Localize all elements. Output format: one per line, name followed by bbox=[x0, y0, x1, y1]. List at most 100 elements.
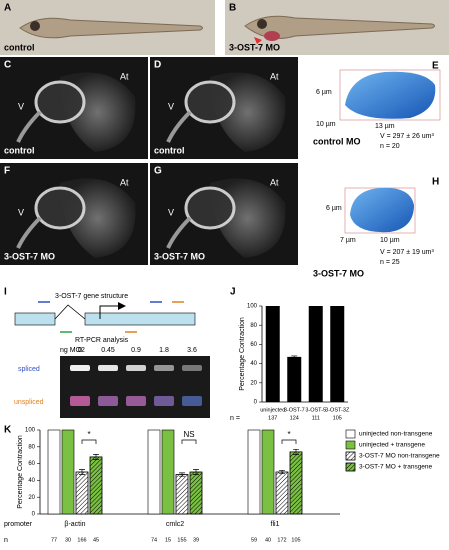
dose: 0.45 bbox=[101, 347, 115, 354]
error-bar bbox=[291, 355, 298, 359]
band bbox=[70, 396, 90, 406]
bar bbox=[61, 429, 75, 515]
dose: 0.9 bbox=[131, 347, 141, 354]
n: n = 25 bbox=[380, 259, 400, 266]
legend-label: uninjected + transgene bbox=[359, 442, 425, 449]
dose: 0 bbox=[78, 347, 82, 354]
band bbox=[154, 365, 174, 371]
band bbox=[154, 396, 174, 406]
outflow bbox=[16, 110, 42, 143]
band bbox=[126, 396, 146, 406]
panel-label: J bbox=[230, 287, 236, 298]
volume-render bbox=[350, 187, 414, 233]
y-tick-label: 80 bbox=[250, 323, 257, 329]
n-value: 137 bbox=[268, 415, 277, 421]
dose-label: ng MO2 bbox=[60, 347, 85, 354]
y-tick-label: 100 bbox=[25, 428, 36, 434]
annotation: * bbox=[287, 430, 290, 439]
n: n = 20 bbox=[380, 143, 400, 150]
annotation: * bbox=[87, 430, 90, 439]
n-label: n = bbox=[230, 415, 240, 422]
legend-swatch bbox=[345, 440, 356, 450]
n-value: 111 bbox=[312, 415, 320, 421]
x-tick-label: uninjected bbox=[260, 407, 285, 413]
y-tick-label: 0 bbox=[254, 400, 258, 406]
y-tick-label: 20 bbox=[28, 495, 35, 501]
panel-label: B bbox=[229, 3, 236, 14]
panel-b: B 3-OST-7 MO bbox=[225, 0, 449, 55]
n-value: 77 bbox=[51, 537, 57, 543]
eye bbox=[257, 19, 267, 29]
bar bbox=[308, 306, 323, 402]
intron bbox=[54, 304, 86, 320]
bar bbox=[147, 429, 161, 515]
n-value: 74 bbox=[151, 537, 157, 543]
x-tick-label: β-actin bbox=[64, 521, 85, 528]
x-tick-label: 3-OST-3Z bbox=[325, 407, 350, 413]
n-value: 166 bbox=[77, 537, 86, 543]
exon bbox=[14, 312, 56, 326]
band bbox=[70, 365, 90, 371]
panel-label: E bbox=[432, 61, 439, 72]
band bbox=[182, 396, 202, 406]
annotation: NS bbox=[183, 430, 194, 439]
bar bbox=[330, 306, 345, 402]
caption: control bbox=[4, 42, 35, 52]
volume: V = 207 ± 19 um³ bbox=[380, 249, 435, 256]
panel-subtitle: RT-PCR analysis bbox=[75, 337, 129, 344]
x-tick-label: fli1 bbox=[271, 521, 280, 528]
y-tick-label: 80 bbox=[28, 444, 35, 450]
y-tick-label: 100 bbox=[247, 304, 258, 310]
error-bar bbox=[179, 472, 185, 477]
n-value: 124 bbox=[290, 415, 299, 421]
caption: control MO bbox=[313, 136, 361, 146]
bar bbox=[261, 429, 275, 515]
n-value: 172 bbox=[277, 537, 286, 543]
significance-bracket bbox=[81, 439, 97, 444]
fish bbox=[19, 17, 203, 39]
error-bar bbox=[93, 454, 99, 460]
panel-label: F bbox=[4, 166, 10, 177]
band bbox=[182, 365, 202, 371]
significance-bracket bbox=[181, 439, 197, 444]
n-value: 45 bbox=[93, 537, 99, 543]
edema bbox=[264, 31, 280, 41]
promoter-arrow bbox=[99, 305, 118, 319]
n-value: 30 bbox=[65, 537, 71, 543]
y-tick-label: 20 bbox=[250, 380, 257, 386]
dimension: 10 µm bbox=[380, 237, 400, 244]
arrowhead bbox=[254, 37, 262, 44]
panel-label: G bbox=[154, 166, 162, 177]
bar bbox=[47, 429, 61, 515]
legend-hatch bbox=[345, 451, 356, 461]
n-label: n bbox=[4, 537, 8, 544]
ventricle bbox=[34, 186, 86, 230]
x-tick-label: cmlc2 bbox=[166, 521, 184, 528]
y-tick-label: 0 bbox=[32, 512, 36, 518]
bounding-box bbox=[339, 69, 441, 121]
dimension: 13 µm bbox=[375, 123, 395, 130]
ventricle bbox=[184, 80, 236, 124]
legend-hatch bbox=[345, 462, 356, 472]
y-tick-label: 40 bbox=[250, 361, 257, 367]
ventricle-label: V bbox=[168, 101, 174, 111]
y-tick-label: 60 bbox=[250, 342, 257, 348]
band-label: unspliced bbox=[14, 399, 44, 406]
dimension: 10 µm bbox=[316, 121, 336, 128]
caption: 3-OST-7 MO bbox=[154, 251, 205, 261]
panel-label: D bbox=[154, 60, 161, 71]
outflow bbox=[16, 216, 42, 249]
n-value: 59 bbox=[251, 537, 257, 543]
dimension: 7 µm bbox=[340, 237, 356, 244]
y-tick-label: 40 bbox=[28, 478, 35, 484]
dimension: 6 µm bbox=[316, 89, 332, 96]
y-axis-label: Percentage Contraction bbox=[17, 435, 24, 509]
bar-hatch bbox=[89, 456, 103, 515]
n-value: 105 bbox=[333, 415, 342, 421]
error-bar bbox=[79, 469, 85, 475]
panel-e: E 6 µm 10 µm 13 µm control MO V = 297 ± … bbox=[313, 61, 441, 150]
band bbox=[98, 365, 118, 371]
x-tick-label: 3-OST-5 bbox=[305, 407, 326, 413]
outflow bbox=[166, 216, 192, 249]
bar bbox=[247, 429, 261, 515]
